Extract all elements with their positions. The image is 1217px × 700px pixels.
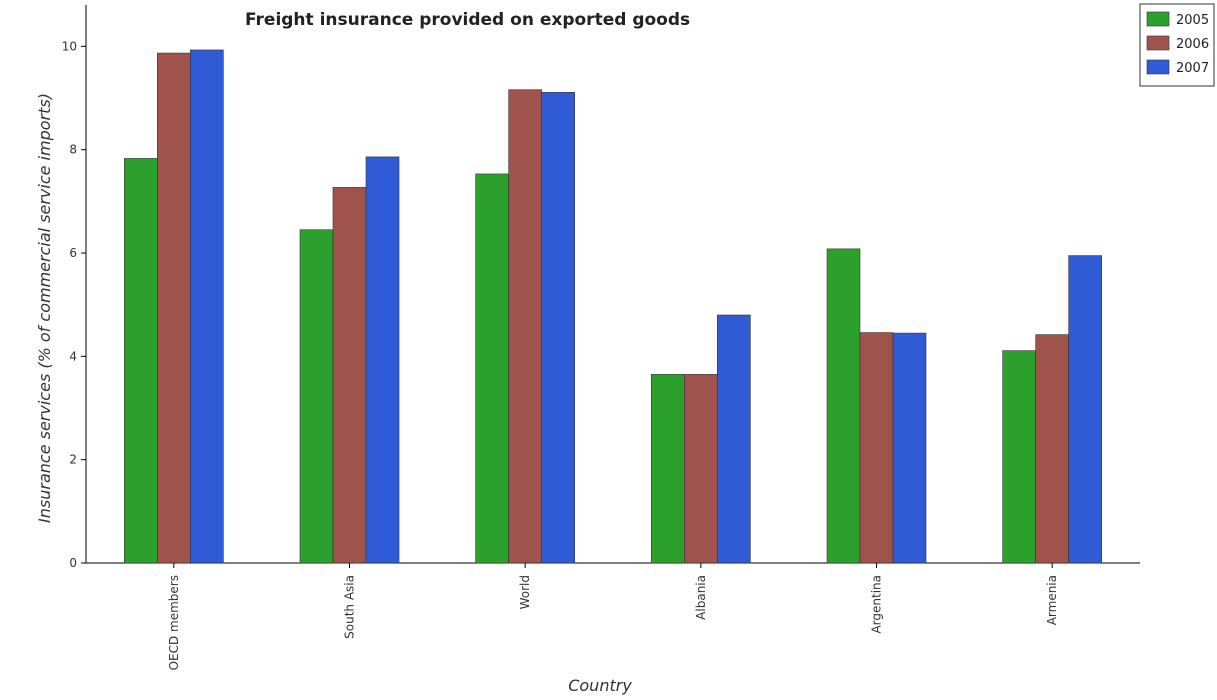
y-axis-label: Insurance services (% of commercial serv… [35, 93, 54, 523]
y-tick-label: 4 [69, 349, 77, 363]
x-tick-label: Argentina [870, 575, 884, 634]
bar [299, 229, 334, 564]
bar [332, 187, 367, 564]
plot-area: 0 2 4 6 8 10 OECD members South Asia World Alban… [62, 5, 1140, 670]
legend-swatch [1146, 11, 1170, 27]
x-axis-label: Country [568, 676, 632, 695]
y-tick-label: 8 [69, 143, 77, 157]
bar [717, 314, 751, 564]
chart-title: Freight insurance provided on exported g… [245, 10, 690, 30]
x-ticks: OECD members South Asia World Albania Argent… [167, 563, 1059, 670]
x-tick-label: Armenia [1045, 575, 1059, 625]
bar [1035, 334, 1069, 564]
y-tick-label: 0 [69, 556, 77, 570]
x-tick-label: World [518, 575, 532, 609]
y-tick-label: 6 [69, 246, 77, 260]
bar [475, 173, 509, 564]
x-tick-label: Albania [694, 575, 708, 620]
y-tick-label: 2 [69, 453, 77, 467]
legend-swatch [1146, 59, 1170, 75]
bar [541, 92, 575, 564]
bar [157, 52, 191, 564]
x-tick-label: OECD members [167, 575, 181, 670]
bar [826, 248, 861, 564]
bar [892, 332, 927, 564]
legend-label: 2007 [1176, 61, 1209, 76]
bar [365, 156, 400, 564]
legend-label: 2006 [1176, 37, 1209, 52]
bar [124, 158, 158, 564]
bar [190, 49, 224, 564]
bars-group [124, 49, 1102, 564]
bar [859, 332, 894, 564]
bar [651, 374, 685, 564]
bar [508, 89, 542, 564]
y-ticks: 0 2 4 6 8 10 [62, 39, 86, 570]
bar [684, 374, 718, 564]
y-tick-label: 10 [62, 39, 77, 53]
bar [1002, 350, 1036, 564]
x-tick-label: South Asia [343, 575, 357, 639]
legend-swatch [1146, 35, 1170, 51]
bar [1068, 255, 1102, 564]
legend-label: 2005 [1176, 13, 1209, 28]
legend: 2005 2006 2007 [1139, 3, 1215, 87]
